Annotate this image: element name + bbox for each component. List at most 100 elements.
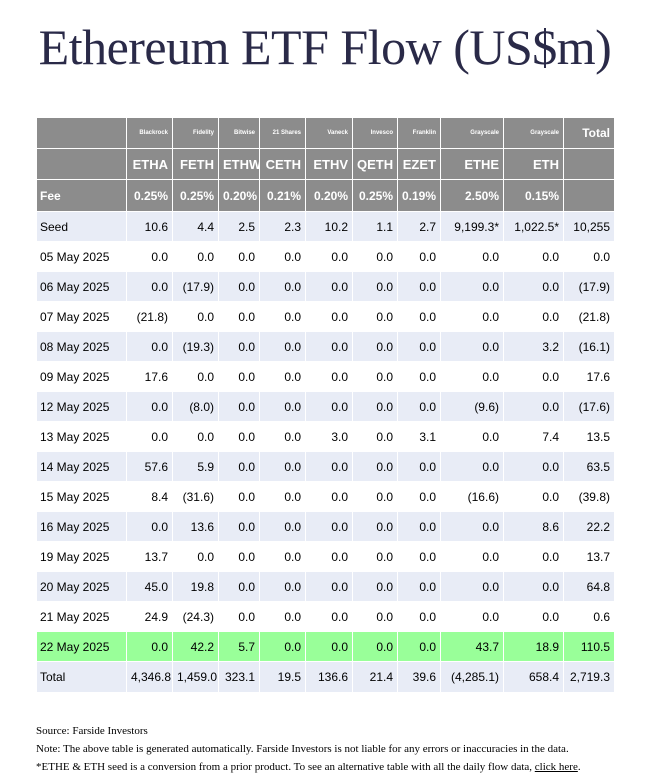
table-cell: 0.20% <box>305 179 353 212</box>
row-label-cell: 07 May 2025 <box>36 301 127 332</box>
page-title: Ethereum ETF Flow (US$m) <box>38 19 612 75</box>
row-label-cell: 08 May 2025 <box>36 331 127 362</box>
click-here-link[interactable]: click here <box>534 761 578 773</box>
row-label-cell <box>36 117 127 149</box>
table-cell: 0.0 <box>503 601 564 632</box>
table-row: 16 May 2025 0.0 13.6 0.0 0.0 0.0 0.0 0.0 0.0 8.6 2… <box>36 511 615 542</box>
table-cell: 0.0 <box>440 271 504 302</box>
table-cell: 0.0 <box>352 421 398 452</box>
table-cell: QETH <box>352 148 398 180</box>
table-cell: Vaneck <box>305 117 353 149</box>
table-cell: 0.0 <box>503 301 564 332</box>
table-cell: 0.0 <box>218 241 260 272</box>
table-cell: 0.0 <box>503 361 564 392</box>
table-cell: Invesco <box>352 117 398 149</box>
table-cell: 0.0 <box>305 541 353 572</box>
table-cell: 0.0 <box>352 301 398 332</box>
row-label-cell: 05 May 2025 <box>36 241 127 272</box>
table-cell: (39.8) <box>563 481 615 512</box>
table-cell: 43.7 <box>440 631 504 662</box>
table-cell: 0.0 <box>305 451 353 482</box>
table-cell <box>563 179 615 212</box>
row-label-cell: 13 May 2025 <box>36 421 127 452</box>
row-label-cell: 16 May 2025 <box>36 511 127 542</box>
table-cell: 17.6 <box>563 361 615 392</box>
table-cell: (21.8) <box>126 301 173 332</box>
row-label-cell: 22 May 2025 <box>36 631 127 662</box>
table-cell: 0.0 <box>503 541 564 572</box>
table-cell: ETH <box>503 148 564 180</box>
table-cell: 0.25% <box>172 179 219 212</box>
table-cell: 0.0 <box>305 601 353 632</box>
table-cell: ETHW <box>218 148 260 180</box>
row-label-cell: 20 May 2025 <box>36 571 127 602</box>
table-cell: 13.7 <box>126 541 173 572</box>
table-cell: Fidelity <box>172 117 219 149</box>
table-cell: 0.0 <box>352 361 398 392</box>
table-cell: 0.0 <box>259 601 306 632</box>
table-cell: (21.8) <box>563 301 615 332</box>
table-cell: 0.0 <box>218 301 260 332</box>
table-cell: Total <box>563 117 615 149</box>
table-cell: 0.0 <box>305 271 353 302</box>
table-cell: 0.0 <box>352 241 398 272</box>
table-cell: 0.0 <box>352 571 398 602</box>
table-cell: 0.0 <box>397 601 441 632</box>
table-cell: (4,285.1) <box>440 661 504 693</box>
table-cell: 136.6 <box>305 661 353 693</box>
table-cell: 0.0 <box>126 241 173 272</box>
table-cell: 19.8 <box>172 571 219 602</box>
notes: Source: Farside Investors Note: The abov… <box>36 722 636 776</box>
row-label-cell: 12 May 2025 <box>36 391 127 422</box>
table-cell: 4,346.8 <box>126 661 173 693</box>
table-cell: 3.1 <box>397 421 441 452</box>
table-cell: 0.0 <box>503 481 564 512</box>
table-cell: 0.0 <box>352 511 398 542</box>
table-cell: 2,719.3 <box>563 661 615 693</box>
table-cell: 0.0 <box>259 271 306 302</box>
table-cell: 0.0 <box>352 631 398 662</box>
table-cell: 9,199.3* <box>440 211 504 242</box>
table-cell: 42.2 <box>172 631 219 662</box>
seed-note-suffix: . <box>577 761 581 773</box>
table-row: 19 May 2025 13.7 0.0 0.0 0.0 0.0 0.0 0.0 0.0 0.0 1… <box>36 541 615 572</box>
table-cell: 0.0 <box>218 451 260 482</box>
table-cell: 5.7 <box>218 631 260 662</box>
table-cell: 0.0 <box>259 361 306 392</box>
table-cell: 22.2 <box>563 511 615 542</box>
table-cell: 2.50% <box>440 179 504 212</box>
table-cell: (9.6) <box>440 391 504 422</box>
table-cell: 13.6 <box>172 511 219 542</box>
table-cell: 0.0 <box>440 241 504 272</box>
table-cell: 0.0 <box>305 511 353 542</box>
table-cell: 0.0 <box>397 361 441 392</box>
table-cell: 8.6 <box>503 511 564 542</box>
seed-note: *ETHE & ETH seed is a conversion from a … <box>36 758 636 776</box>
table-cell: 0.0 <box>218 271 260 302</box>
table-cell: 0.0 <box>352 481 398 512</box>
table-row: 14 May 2025 57.6 5.9 0.0 0.0 0.0 0.0 0.0 0.0 0.0 6… <box>36 451 615 482</box>
table-cell: 0.0 <box>218 421 260 452</box>
table-cell: 0.0 <box>440 421 504 452</box>
table-cell: 5.9 <box>172 451 219 482</box>
table-cell: 0.0 <box>218 541 260 572</box>
table-cell: 24.9 <box>126 601 173 632</box>
table-row: 21 May 2025 24.9 (24.3) 0.0 0.0 0.0 0.0 0.0 0.0 0… <box>36 601 615 632</box>
table-cell: 0.0 <box>305 391 353 422</box>
table-cell: ETHA <box>126 148 173 180</box>
table-cell: (8.0) <box>172 391 219 422</box>
table-cell: 0.0 <box>218 511 260 542</box>
table-cell: 0.15% <box>503 179 564 212</box>
table-cell: CETH <box>259 148 306 180</box>
total-row: Total 4,346.8 1,459.0 323.1 19.5 136.6 21.4 39.… <box>36 661 615 693</box>
table-cell: 0.0 <box>218 361 260 392</box>
table-cell: 0.0 <box>397 451 441 482</box>
table-row: 07 May 2025 (21.8) 0.0 0.0 0.0 0.0 0.0 0.0 0.0 0.… <box>36 301 615 332</box>
table-cell: 0.21% <box>259 179 306 212</box>
table-cell: 0.0 <box>126 271 173 302</box>
table-cell: 2.3 <box>259 211 306 242</box>
row-label-cell: 19 May 2025 <box>36 541 127 572</box>
table-cell: 0.0 <box>259 451 306 482</box>
table-cell: 2.5 <box>218 211 260 242</box>
table-cell: 0.0 <box>172 541 219 572</box>
